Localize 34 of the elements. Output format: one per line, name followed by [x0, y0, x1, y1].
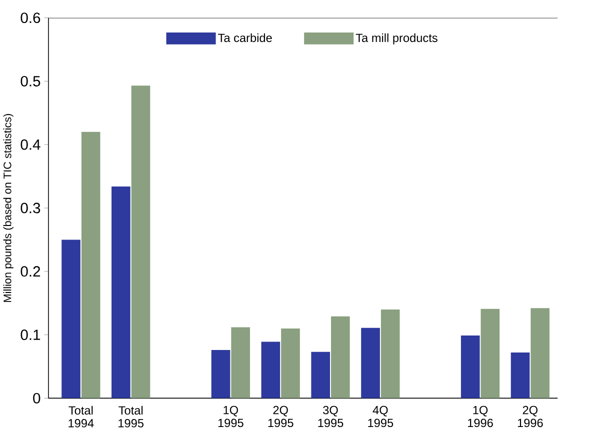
y-axis-title: Million pounds (based on TIC statistics): [3, 114, 14, 302]
y-tick-label: 0.5: [20, 76, 40, 87]
bar: [211, 350, 230, 398]
bar: [530, 308, 550, 398]
x-tick-label: Total 1994: [68, 406, 94, 428]
bar: [480, 308, 500, 398]
bar: [331, 316, 350, 398]
bar: [112, 186, 130, 398]
y-tick-label: 0.3: [20, 202, 40, 214]
bar: [460, 336, 480, 398]
x-tick-label: 2Q 1995: [268, 406, 294, 428]
bar: [231, 327, 250, 398]
x-tick-label: 2Q 1996: [518, 406, 543, 428]
bar: [311, 352, 330, 398]
y-tick-label: 0.2: [20, 266, 40, 277]
bar: [361, 328, 380, 398]
bar: [261, 342, 280, 398]
x-tick-label: 1Q 1996: [468, 406, 493, 428]
legend-label: Ta carbide: [218, 34, 272, 42]
bar: [131, 86, 150, 398]
y-tick-label: 0.1: [20, 330, 40, 340]
x-tick-label: Total 1995: [118, 406, 144, 428]
x-tick-label: 3Q 1995: [318, 406, 344, 428]
bar: [62, 240, 80, 398]
bar: [510, 352, 530, 398]
bar: [81, 132, 100, 398]
legend-label: Ta mill products: [356, 34, 438, 45]
y-tick-label: 0.6: [20, 12, 40, 24]
y-tick-label: 0: [33, 393, 40, 404]
y-tick-label: 0.4: [20, 139, 40, 150]
x-tick-label: 1Q 1995: [218, 406, 244, 428]
bar: [281, 328, 300, 398]
bar: [380, 310, 400, 398]
x-tick-label: 4Q 1995: [368, 406, 394, 428]
